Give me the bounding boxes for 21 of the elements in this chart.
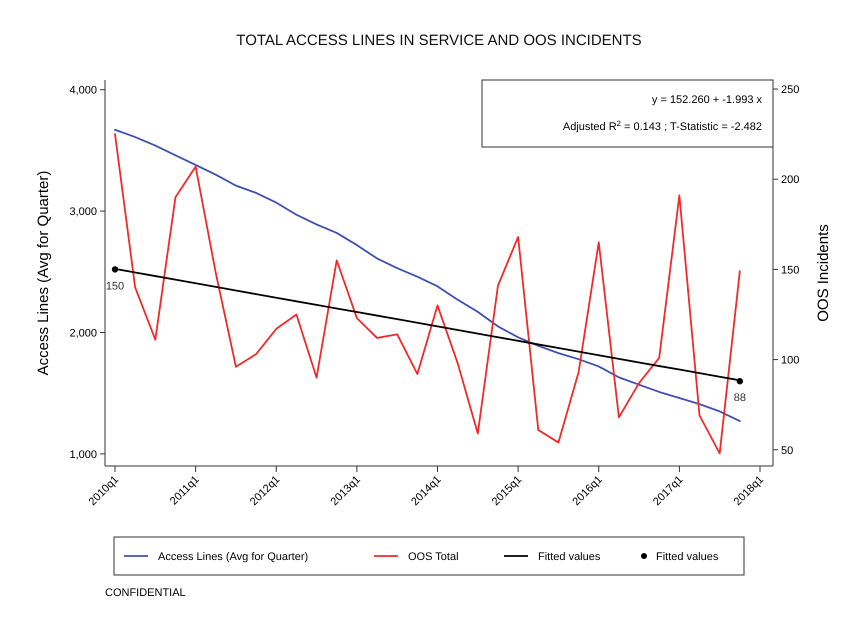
- y2-tick-label: 150: [781, 264, 800, 276]
- y-tick-label: 2,000: [69, 327, 97, 340]
- text: CONFIDENTIAL: [105, 587, 186, 599]
- legend-label: Fitted values: [656, 551, 719, 563]
- y2-tick-label: 200: [781, 174, 800, 186]
- y2-axis-title: OOS Incidents: [815, 224, 832, 322]
- y-tick-label: 4,000: [69, 84, 97, 97]
- legend-label: Fitted values: [538, 551, 601, 563]
- data-label: 150: [106, 280, 124, 292]
- y-tick-label: 1,000: [69, 448, 97, 461]
- data-label: 88: [734, 392, 746, 404]
- y2-tick-label: 50: [781, 444, 794, 457]
- y2-tick-label: 250: [781, 84, 800, 96]
- y2-tick-label: 100: [781, 354, 800, 367]
- annotation: y = 152.260 + -1.993 x: [652, 94, 762, 106]
- legend-label: Access Lines (Avg for Quarter): [158, 551, 308, 563]
- chart-title: TOTAL ACCESS LINES IN SERVICE AND OOS INCIDENTS: [236, 32, 642, 49]
- y-axis-title: Access Lines (Avg for Quarter): [35, 170, 52, 376]
- y-tick-label: 3,000: [69, 206, 97, 218]
- annotation: Adjusted R$^{2}$ = 0.143 ; T-Statistic = -2.482: [562, 118, 762, 133]
- legend-label: OOS Total: [408, 551, 459, 563]
